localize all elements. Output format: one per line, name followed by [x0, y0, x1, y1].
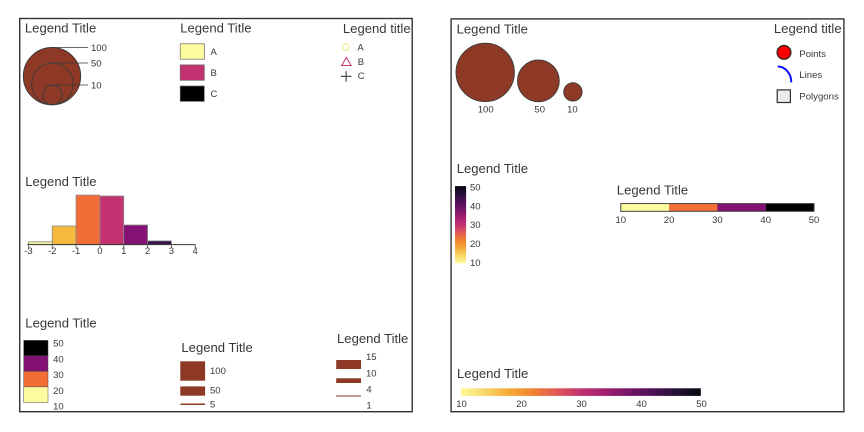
svg-text:Legend Title: Legend Title	[181, 340, 252, 355]
svg-text:20: 20	[470, 239, 481, 250]
svg-text:1: 1	[121, 246, 126, 257]
svg-text:4: 4	[366, 384, 371, 395]
svg-text:10: 10	[91, 81, 102, 92]
svg-text:40: 40	[760, 215, 771, 226]
svg-text:50: 50	[53, 339, 64, 350]
svg-text:Legend Title: Legend Title	[457, 366, 528, 381]
svg-text:50: 50	[809, 215, 820, 226]
svg-text:10: 10	[616, 215, 627, 226]
svg-text:-1: -1	[72, 246, 80, 257]
svg-text:30: 30	[712, 215, 723, 226]
svg-text:C: C	[358, 71, 365, 82]
svg-text:5: 5	[210, 400, 215, 411]
svg-text:Polygons: Polygons	[799, 92, 839, 103]
svg-text:4: 4	[193, 246, 198, 257]
svg-text:1: 1	[366, 400, 371, 411]
svg-text:0: 0	[97, 246, 102, 257]
svg-text:20: 20	[516, 399, 527, 410]
svg-text:40: 40	[53, 354, 64, 365]
svg-text:10: 10	[53, 402, 64, 413]
svg-text:Legend Title: Legend Title	[25, 315, 96, 330]
svg-text:50: 50	[91, 59, 102, 70]
svg-text:C: C	[211, 89, 218, 100]
svg-text:40: 40	[636, 399, 647, 410]
svg-text:Legend Title: Legend Title	[457, 21, 528, 36]
svg-text:Legend title: Legend title	[343, 21, 411, 36]
svg-text:20: 20	[53, 386, 64, 397]
svg-text:50: 50	[210, 385, 221, 396]
svg-text:Points: Points	[799, 49, 826, 60]
svg-text:100: 100	[210, 366, 226, 377]
svg-text:40: 40	[470, 201, 481, 212]
svg-text:10: 10	[567, 105, 578, 116]
svg-text:B: B	[211, 68, 217, 79]
svg-text:Lines: Lines	[799, 70, 822, 81]
svg-text:10: 10	[456, 399, 467, 410]
svg-text:3: 3	[169, 246, 174, 257]
svg-text:Legend Title: Legend Title	[337, 331, 408, 346]
svg-text:100: 100	[478, 105, 494, 116]
svg-text:A: A	[211, 47, 218, 58]
svg-text:30: 30	[576, 399, 587, 410]
svg-text:Legend Title: Legend Title	[457, 161, 528, 176]
svg-text:Legend Title: Legend Title	[617, 183, 688, 198]
svg-text:100: 100	[91, 43, 107, 54]
svg-text:30: 30	[470, 220, 481, 231]
svg-text:15: 15	[366, 352, 377, 363]
svg-text:30: 30	[53, 370, 64, 381]
svg-text:-3: -3	[24, 246, 32, 257]
svg-text:Legend title: Legend title	[774, 21, 842, 36]
svg-text:50: 50	[470, 182, 481, 193]
svg-text:50: 50	[696, 399, 707, 410]
svg-text:Legend Title: Legend Title	[25, 21, 96, 36]
svg-text:50: 50	[534, 105, 545, 116]
svg-text:Legend Title: Legend Title	[180, 21, 251, 36]
svg-text:10: 10	[366, 369, 377, 380]
svg-text:20: 20	[664, 215, 675, 226]
svg-text:-2: -2	[48, 246, 56, 257]
svg-text:Legend Title: Legend Title	[25, 174, 96, 189]
svg-text:2: 2	[145, 246, 150, 257]
svg-text:B: B	[358, 57, 364, 68]
svg-text:A: A	[357, 43, 364, 54]
svg-text:10: 10	[470, 258, 481, 269]
